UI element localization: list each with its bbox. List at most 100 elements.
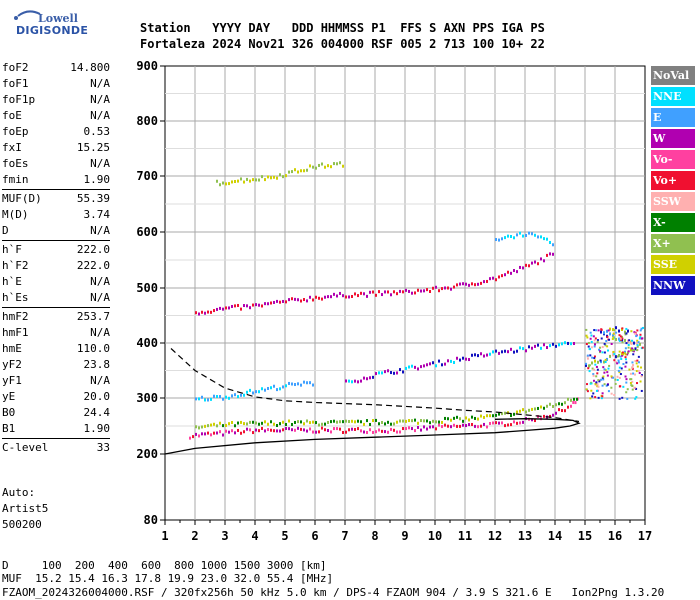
param-value: 222.0 bbox=[76, 259, 110, 272]
echo-point bbox=[309, 427, 311, 431]
echo-point bbox=[273, 175, 275, 179]
echo-point bbox=[600, 397, 603, 400]
echo-point bbox=[585, 328, 588, 331]
echo-point bbox=[303, 298, 305, 302]
echo-point bbox=[596, 340, 599, 343]
echo-point bbox=[432, 425, 434, 429]
echo-point bbox=[617, 359, 620, 362]
param-row: C-level 33 bbox=[2, 440, 110, 456]
echo-point bbox=[621, 335, 623, 339]
param-name: fxI bbox=[2, 141, 22, 154]
echo-point bbox=[593, 355, 596, 358]
echo-point bbox=[600, 337, 603, 340]
echo-point bbox=[468, 358, 470, 362]
echo-point bbox=[357, 419, 359, 423]
echo-point bbox=[297, 426, 299, 430]
echo-point bbox=[432, 286, 434, 290]
echo-point bbox=[597, 396, 600, 399]
echo-point bbox=[642, 326, 644, 329]
echo-point bbox=[450, 287, 452, 291]
echo-point bbox=[570, 404, 572, 408]
echo-point bbox=[249, 179, 251, 183]
echo-point bbox=[546, 253, 548, 257]
echo-point bbox=[333, 162, 335, 166]
echo-point bbox=[456, 356, 458, 360]
param-value: 1.90 bbox=[83, 173, 111, 186]
param-value: 20.0 bbox=[83, 390, 111, 403]
echo-point bbox=[621, 339, 624, 342]
echo-point bbox=[246, 390, 248, 394]
echo-point bbox=[210, 397, 212, 401]
echo-point bbox=[597, 379, 600, 382]
echo-point bbox=[240, 307, 242, 311]
echo-point bbox=[595, 389, 598, 392]
echo-point bbox=[420, 428, 422, 432]
echo-point bbox=[225, 182, 227, 186]
echo-point bbox=[537, 235, 539, 239]
echo-point bbox=[510, 414, 512, 418]
echo-point bbox=[630, 330, 633, 333]
echo-point bbox=[447, 417, 449, 421]
echo-point bbox=[555, 411, 557, 415]
param-row: foEs N/A bbox=[2, 156, 110, 172]
echo-point bbox=[342, 164, 344, 168]
echo-point bbox=[276, 299, 278, 303]
echo-point bbox=[369, 422, 371, 426]
echo-point bbox=[294, 383, 296, 387]
x-tick-label: 11 bbox=[458, 529, 472, 543]
echo-point bbox=[570, 398, 572, 402]
echo-point bbox=[561, 409, 563, 413]
echo-point bbox=[549, 414, 551, 418]
echo-point bbox=[306, 168, 308, 172]
echo-point bbox=[618, 334, 621, 337]
echo-point bbox=[627, 350, 630, 353]
legend-item: SSE bbox=[651, 255, 695, 274]
echo-point bbox=[450, 425, 452, 429]
param-name: B0 bbox=[2, 406, 16, 419]
echo-point bbox=[369, 290, 371, 294]
x-tick-label: 16 bbox=[608, 529, 622, 543]
echo-point bbox=[558, 402, 560, 406]
param-row: foF1p N/A bbox=[2, 92, 110, 108]
x-tick-label: 2 bbox=[191, 529, 198, 543]
echo-point bbox=[609, 332, 611, 336]
echo-point bbox=[363, 376, 365, 380]
legend-item: Vo- bbox=[651, 150, 695, 169]
header-value: 713 bbox=[443, 37, 466, 51]
echo-point bbox=[345, 379, 347, 383]
echo-point bbox=[456, 283, 458, 287]
echo-point bbox=[447, 359, 449, 363]
x-tick-label: 14 bbox=[548, 529, 562, 543]
echo-point bbox=[480, 414, 482, 418]
echo-point bbox=[630, 348, 632, 352]
echo-point bbox=[504, 411, 506, 415]
echo-point bbox=[498, 351, 500, 355]
echo-point bbox=[294, 420, 296, 424]
legend-item: X+ bbox=[651, 234, 695, 253]
echo-point bbox=[360, 379, 362, 383]
echo-point bbox=[291, 297, 293, 301]
echo-point bbox=[282, 175, 284, 179]
echo-point bbox=[635, 370, 638, 373]
echo-point bbox=[574, 401, 577, 405]
param-row: foE N/A bbox=[2, 108, 110, 124]
header-labels-row: Station YYYY DAY DDD HHMMSS P1 FFS S AXN… bbox=[140, 21, 545, 35]
echo-point bbox=[408, 419, 410, 423]
echo-point bbox=[525, 263, 527, 267]
echo-point bbox=[593, 368, 596, 371]
echo-point bbox=[606, 383, 609, 386]
echo-point bbox=[432, 419, 434, 423]
echo-point bbox=[321, 162, 323, 166]
echo-point bbox=[321, 422, 323, 426]
param-name: yE bbox=[2, 390, 16, 403]
echo-point bbox=[622, 385, 625, 388]
echo-point bbox=[327, 295, 329, 299]
legend-item: W bbox=[651, 129, 695, 148]
echo-point bbox=[306, 381, 308, 385]
echo-point bbox=[237, 421, 239, 425]
echo-point bbox=[360, 291, 362, 295]
echo-point bbox=[635, 387, 638, 390]
echo-point bbox=[444, 416, 446, 420]
echo-point bbox=[423, 419, 425, 423]
echo-point bbox=[402, 370, 404, 374]
